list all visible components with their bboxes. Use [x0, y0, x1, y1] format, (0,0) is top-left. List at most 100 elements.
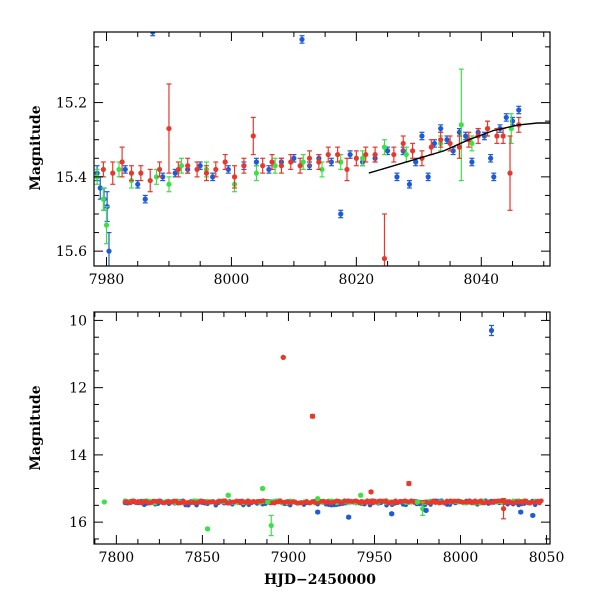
- data-point: [488, 327, 495, 334]
- data-point: [269, 159, 275, 165]
- green-series: [94, 68, 514, 245]
- data-point: [456, 144, 463, 150]
- data-point: [306, 155, 313, 161]
- data-point: [400, 140, 406, 147]
- data-point: [110, 170, 116, 176]
- data-point: [484, 125, 491, 132]
- data-point: [319, 166, 325, 173]
- data-point: [316, 159, 322, 165]
- green-series: [101, 485, 426, 537]
- top-panel: 7980 8000 8020 8040 15.2 15.4 15.6: [56, 31, 551, 288]
- data-point: [278, 163, 284, 169]
- data-point: [409, 148, 416, 154]
- data-point: [241, 163, 247, 169]
- data-point: [444, 137, 450, 143]
- y-tick-label: 15.4: [56, 170, 87, 186]
- data-point: [106, 248, 112, 254]
- data-point: [491, 174, 497, 180]
- data-point: [213, 166, 219, 173]
- data-point: [507, 170, 513, 176]
- blue-series: [94, 32, 522, 266]
- data-point: [266, 166, 272, 173]
- x-tick-label: 8050: [529, 550, 565, 566]
- data-point: [166, 125, 172, 132]
- data-point: [153, 174, 160, 180]
- data-point: [122, 166, 128, 173]
- data-point: [469, 159, 475, 165]
- data-point: [368, 489, 374, 495]
- y-tick-label: 14: [69, 448, 87, 464]
- data-point: [203, 170, 210, 176]
- x-tick-label: 7950: [357, 550, 393, 566]
- data-point: [500, 506, 507, 512]
- data-point: [344, 166, 350, 173]
- data-point: [381, 255, 388, 262]
- data-point: [97, 185, 103, 191]
- data-point: [119, 159, 125, 165]
- data-point: [414, 499, 421, 505]
- red-series: [100, 83, 522, 266]
- bottom-x-axis-label: HJD−2450000: [264, 572, 376, 588]
- data-point: [225, 492, 231, 498]
- data-point: [225, 166, 231, 173]
- data-point: [100, 166, 106, 173]
- blue-series: [315, 324, 536, 520]
- data-point: [156, 166, 163, 173]
- data-point: [147, 177, 153, 184]
- plot-area: [101, 324, 544, 537]
- data-point: [142, 196, 148, 202]
- data-point: [347, 151, 353, 158]
- data-point: [518, 509, 524, 515]
- data-point: [210, 174, 216, 180]
- data-point: [194, 166, 200, 173]
- data-point: [353, 155, 359, 161]
- data-point: [300, 159, 306, 165]
- data-point: [280, 354, 286, 360]
- x-tick-label: 7800: [99, 550, 135, 566]
- data-point: [406, 181, 413, 187]
- data-point: [172, 170, 178, 176]
- data-point: [394, 174, 400, 180]
- data-point: [268, 522, 274, 529]
- data-point: [160, 174, 166, 180]
- data-point: [338, 159, 344, 165]
- x-tick-label: 8040: [463, 272, 499, 288]
- data-point: [389, 511, 395, 517]
- data-point: [231, 174, 238, 180]
- data-point: [360, 155, 366, 161]
- data-point: [175, 166, 181, 173]
- data-point: [315, 509, 321, 515]
- data-point: [253, 159, 260, 165]
- data-point: [516, 107, 522, 113]
- data-point: [406, 480, 412, 487]
- data-point: [450, 148, 456, 154]
- data-point: [338, 211, 344, 217]
- data-point: [384, 148, 391, 154]
- data-point: [222, 159, 228, 165]
- x-tick-label: 7980: [89, 272, 125, 288]
- y-tick-label: 12: [69, 381, 87, 397]
- data-point: [138, 170, 144, 176]
- data-point: [363, 151, 369, 158]
- data-point: [346, 514, 352, 520]
- x-tick-label: 8020: [339, 272, 375, 288]
- data-point: [309, 413, 316, 419]
- bottom-y-axis-label: Magnitude: [28, 385, 44, 470]
- data-point: [391, 151, 397, 158]
- data-point: [116, 166, 122, 173]
- data-point: [488, 155, 494, 161]
- data-point: [253, 170, 260, 176]
- data-point: [500, 133, 506, 139]
- data-point: [260, 485, 266, 492]
- band-point: [539, 498, 544, 504]
- data-point: [166, 181, 172, 187]
- top-y-axis-label: Magnitude: [28, 105, 44, 190]
- data-point: [178, 163, 185, 169]
- data-point: [135, 181, 141, 187]
- data-point: [358, 492, 364, 498]
- data-point: [423, 507, 429, 513]
- data-point: [291, 155, 297, 161]
- data-point: [413, 159, 419, 165]
- data-point: [325, 151, 331, 158]
